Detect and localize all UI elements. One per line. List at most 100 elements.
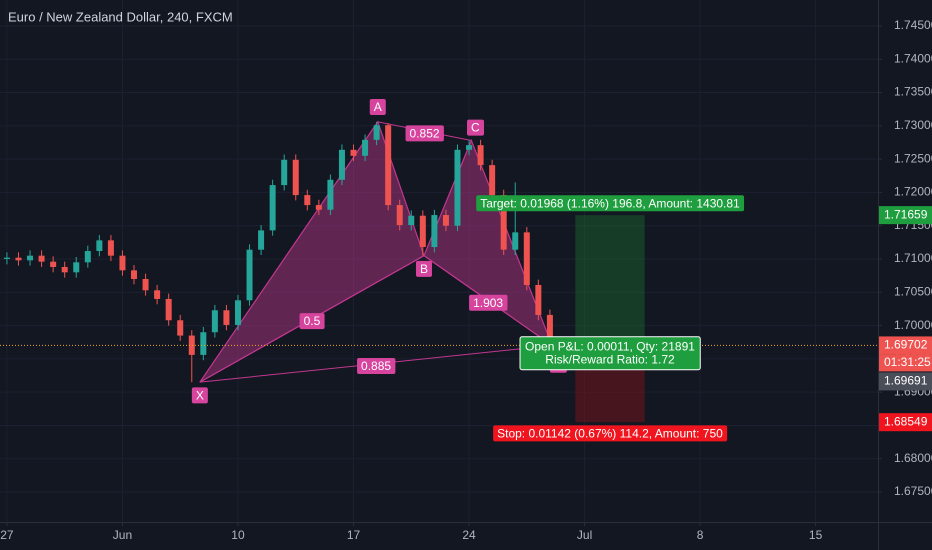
ratio-label-bg xyxy=(357,358,396,375)
y-tick-label: 1.72000 xyxy=(894,185,932,199)
candle-body xyxy=(466,145,473,150)
x-tick-label: 24 xyxy=(462,528,476,542)
price-tag-label: 1.69702 xyxy=(884,338,928,352)
x-tick-label: 17 xyxy=(347,528,361,542)
target-label: Target: 0.01968 (1.16%) 196.8, Amount: 1… xyxy=(480,196,740,210)
candle-body xyxy=(165,298,172,321)
candle-body xyxy=(315,205,322,210)
candle-body xyxy=(15,257,22,261)
y-tick-label: 1.72500 xyxy=(894,151,932,165)
price-tag xyxy=(879,372,932,391)
candle-body xyxy=(269,185,276,231)
candle-body xyxy=(61,266,68,273)
candle-body xyxy=(200,332,207,355)
pnl-label: Open P&L: 0.00011, Qty: 21891 xyxy=(525,340,695,354)
candle-body xyxy=(419,215,426,248)
y-tick-label: 1.73500 xyxy=(894,85,932,99)
point-label-bg xyxy=(467,119,485,136)
candle-body xyxy=(292,159,299,196)
point-label-bg xyxy=(191,387,208,404)
candle-body xyxy=(96,240,103,252)
candle-body xyxy=(512,232,519,250)
candle-body xyxy=(373,125,380,140)
candle-body xyxy=(362,139,369,156)
ratio-label: 0.852 xyxy=(410,126,440,140)
candle-body xyxy=(442,215,449,226)
candle-body xyxy=(281,159,288,186)
price-tag-label: 1.71659 xyxy=(884,207,928,221)
price-tag xyxy=(879,206,932,225)
candle-body xyxy=(385,125,392,206)
candle-body xyxy=(396,205,403,226)
candle-body xyxy=(408,215,415,226)
point-label-bg xyxy=(415,260,432,277)
y-tick-label: 1.67500 xyxy=(894,484,932,498)
rr-label: Risk/Reward Ratio: 1.72 xyxy=(545,353,675,367)
price-tag-label: 1.69691 xyxy=(884,374,928,388)
point-label: A xyxy=(374,100,382,114)
ratio-label-bg xyxy=(405,125,444,142)
candle-body xyxy=(84,251,91,263)
candle-body xyxy=(27,255,34,261)
price-tag xyxy=(879,413,932,432)
candle-body xyxy=(3,257,10,260)
target-label-bg xyxy=(476,195,745,212)
y-tick-label: 1.70500 xyxy=(894,284,932,298)
pnl-box xyxy=(519,336,701,371)
countdown: 01:31:25 xyxy=(884,355,931,369)
candle-body xyxy=(477,145,484,166)
candle-body xyxy=(246,249,253,301)
candle-body xyxy=(154,290,161,299)
candle-body xyxy=(142,278,149,291)
candle-body xyxy=(338,149,345,180)
point-label-bg xyxy=(369,99,386,116)
stop-label-bg xyxy=(493,425,728,442)
price-tag xyxy=(879,336,932,355)
x-tick-label: 10 xyxy=(231,528,245,542)
candle-body xyxy=(523,232,530,285)
stop-label: Stop: 0.01142 (0.67%) 114.2, Amount: 750 xyxy=(497,426,723,440)
candle-body xyxy=(350,149,357,156)
candle-body xyxy=(234,300,241,325)
candle-body xyxy=(177,320,184,336)
y-tick-label: 1.71000 xyxy=(894,251,932,265)
candle-body xyxy=(454,149,461,226)
x-tick-label: Jun xyxy=(113,528,132,542)
ratio-label-bg xyxy=(299,313,325,330)
y-tick-label: 1.68000 xyxy=(894,451,932,465)
ratio-label: 0.885 xyxy=(361,359,391,373)
target-zone xyxy=(575,215,645,346)
candle-body xyxy=(489,165,496,196)
candle-body xyxy=(304,195,311,206)
y-tick-label: 1.74500 xyxy=(894,18,932,32)
candle-body xyxy=(38,255,45,262)
candle-body xyxy=(431,215,438,248)
x-tick-label: 27 xyxy=(0,528,14,542)
candle-body xyxy=(119,255,126,271)
x-tick-label: Jul xyxy=(577,528,592,542)
candle-body xyxy=(535,284,542,315)
candle-body xyxy=(50,261,57,267)
price-tag-label: 1.68549 xyxy=(884,414,928,428)
y-tick-label: 1.74000 xyxy=(894,51,932,65)
candle-body xyxy=(131,270,138,279)
y-tick-label: 1.73000 xyxy=(894,118,932,132)
point-label: B xyxy=(420,262,428,276)
candle-body xyxy=(546,314,553,343)
chart-title: Euro / New Zealand Dollar, 240, FXCM xyxy=(8,9,233,24)
candle-body xyxy=(73,262,80,273)
candle-body xyxy=(258,230,265,250)
point-label: X xyxy=(196,388,204,402)
candle-body xyxy=(500,195,507,250)
candle-body xyxy=(211,310,218,333)
point-label: C xyxy=(471,121,480,135)
countdown-bg xyxy=(879,354,932,372)
x-tick-label: 15 xyxy=(809,528,823,542)
x-tick-label: 8 xyxy=(697,528,704,542)
ratio-label: 1.903 xyxy=(473,296,503,310)
candle-body xyxy=(223,310,230,325)
y-tick-label: 1.70000 xyxy=(894,318,932,332)
candle-body xyxy=(188,335,195,355)
